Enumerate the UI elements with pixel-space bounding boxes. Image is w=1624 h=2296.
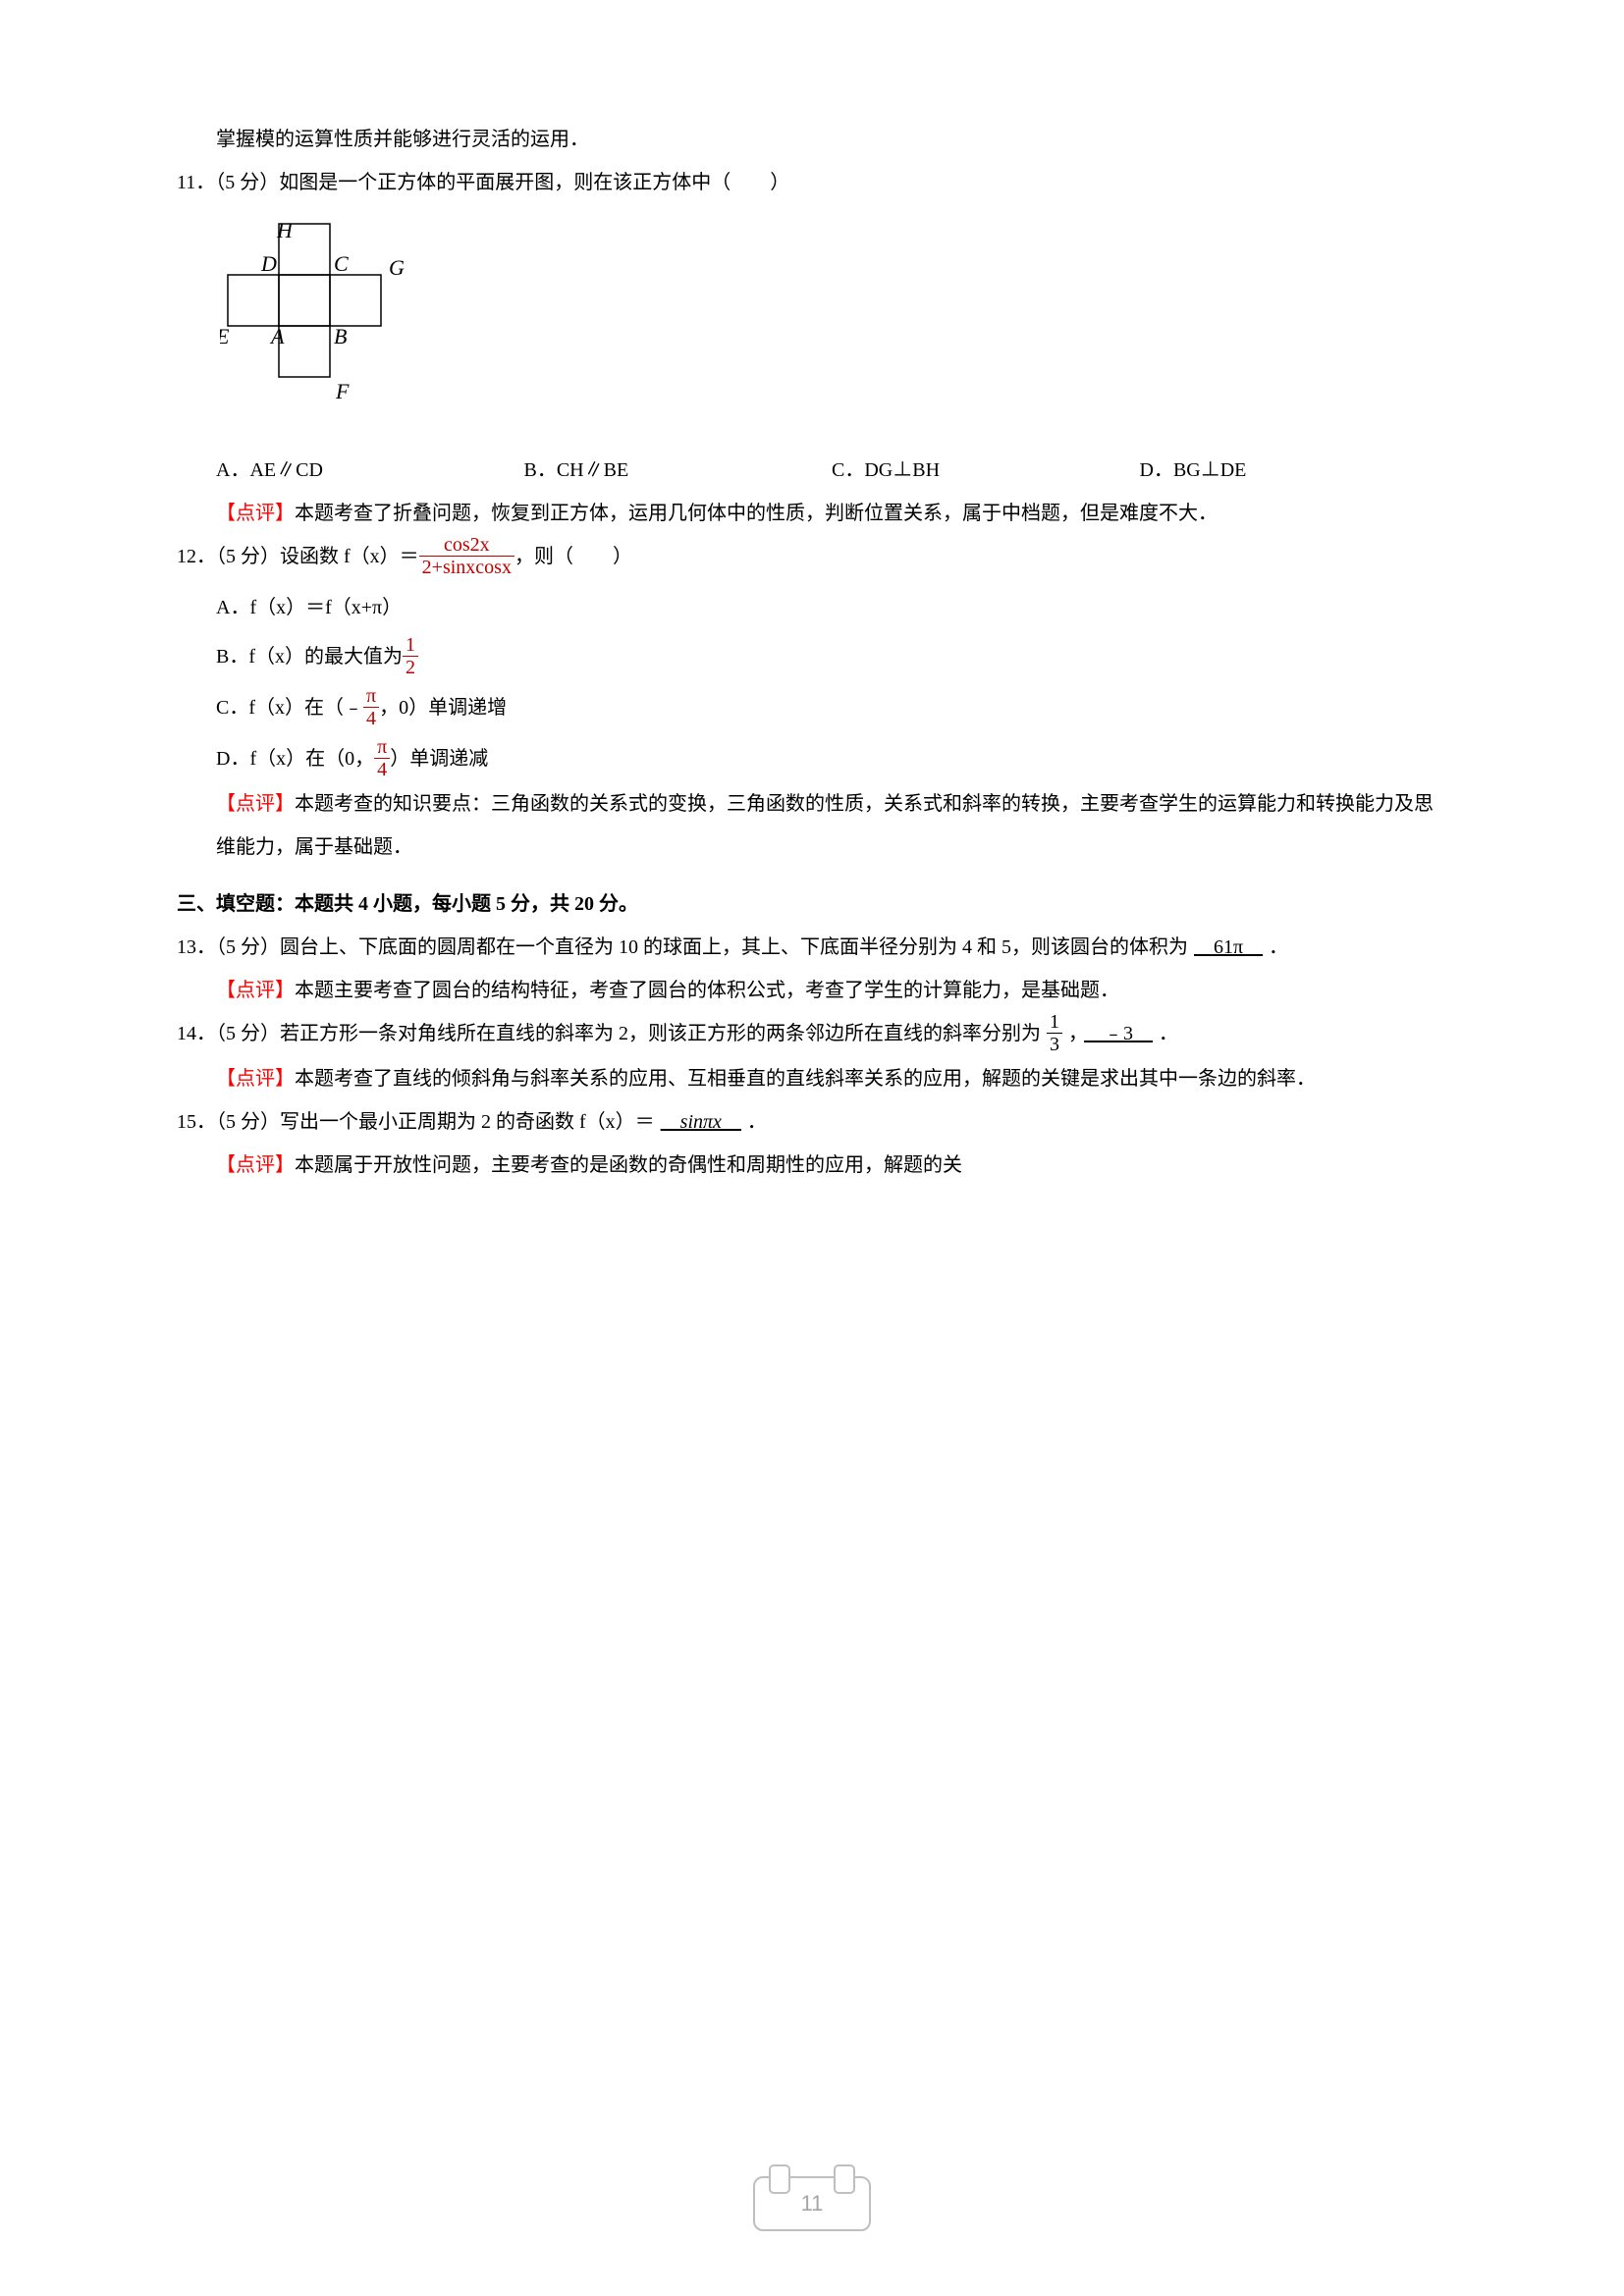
q13-stem: 13．（5 分）圆台上、下底面的圆周都在一个直径为 10 的球面上，其上、下底面… [177,926,1447,969]
intro-line: 掌握模的运算性质并能够进行灵活的运用． [177,118,1447,161]
page-number-badge: 11 [753,2176,871,2231]
q11-option-b: B．CH∥BE [524,449,833,492]
q14-dianping: 【点评】本题考查了直线的倾斜角与斜率关系的应用、互相垂直的直线斜率关系的应用，解… [216,1057,1447,1100]
q15-answer: sinπx [655,1111,747,1133]
q11-diagram: H D C G E A B F [220,218,1447,435]
q14-answer1: 13 [1041,1023,1068,1044]
q12-dianping: 【点评】本题考查的知识要点：三角函数的关系式的变换，三角函数的性质，关系式和斜率… [216,782,1447,869]
q14-stem: 14．（5 分）若正方形一条对角线所在直线的斜率为 2，则该正方形的两条邻边所在… [177,1012,1447,1057]
svg-text:D: D [260,251,277,276]
q12-option-c: C．f（x）在（﹣π4，0）单调递增 [216,686,1447,731]
q14-frac: 13 [1047,1011,1062,1055]
section3-title: 三、填空题：本题共 4 小题，每小题 5 分，共 20 分。 [177,882,1447,926]
dianping-label: 【点评】 [216,980,295,1001]
q12-option-b: B．f（x）的最大值为12 [216,635,1447,680]
dianping-label: 【点评】 [216,793,295,815]
dianping-label: 【点评】 [216,1068,295,1090]
q11-stem: 11．（5 分）如图是一个正方体的平面展开图，则在该正方体中（ ） [177,161,1447,204]
q15-dianping: 【点评】本题属于开放性问题，主要考查的是函数的奇偶性和周期性的应用，解题的关 [216,1144,1447,1187]
dianping-label: 【点评】 [216,503,295,524]
q12-option-a: A．f（x）＝f（x+π） [216,586,1447,629]
q11-option-a: A．AE∥CD [216,449,524,492]
svg-text:F: F [335,379,350,403]
page-footer: 11 [753,2176,871,2231]
q11-options: A．AE∥CD B．CH∥BE C．DG⊥BH D．BG⊥DE [216,449,1447,492]
q13-answer: 61π [1188,936,1269,958]
svg-text:G: G [389,255,405,280]
q12-option-d: D．f（x）在（0，π4）单调递减 [216,737,1447,782]
svg-text:H: H [276,218,294,242]
q11-option-c: C．DG⊥BH [832,449,1140,492]
q11-dianping: 【点评】本题考查了折叠问题，恢复到正方体，运用几何体中的性质，判断位置关系，属于… [216,492,1447,535]
q11-option-d: D．BG⊥DE [1140,449,1448,492]
svg-text:A: A [269,324,285,348]
q12-stem: 12．（5 分）设函数 f（x）＝cos2x2+sinxcosx，则（ ） [177,535,1447,580]
svg-text:B: B [334,324,347,348]
q14-answer2: ﹣3 [1078,1023,1159,1044]
q12-optc-frac: π4 [363,685,379,729]
q15-stem: 15．（5 分）写出一个最小正周期为 2 的奇函数 f（x）＝ sinπx ． [177,1100,1447,1144]
svg-text:E: E [220,324,230,348]
q12-fraction: cos2x2+sinxcosx [419,534,514,578]
svg-text:C: C [334,251,349,276]
page-number: 11 [801,2180,824,2227]
q13-dianping: 【点评】本题主要考查了圆台的结构特征，考查了圆台的体积公式，考查了学生的计算能力… [216,969,1447,1012]
dianping-label: 【点评】 [216,1154,295,1176]
q12-optb-frac: 12 [403,634,418,678]
q12-optd-frac: π4 [374,736,390,780]
